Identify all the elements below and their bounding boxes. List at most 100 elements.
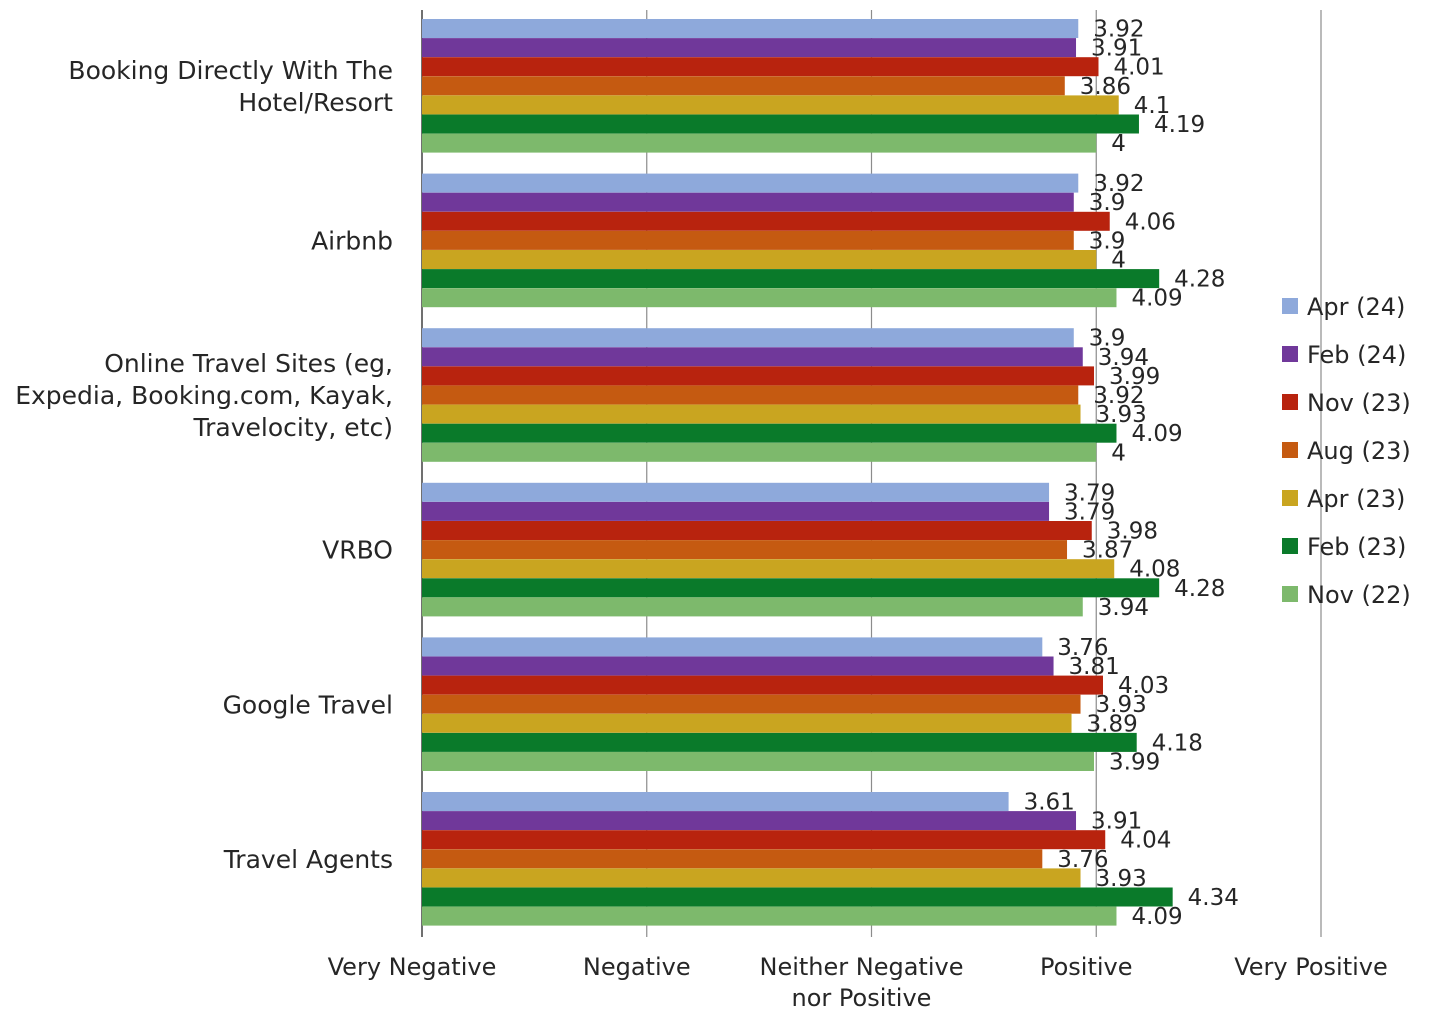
data-label: 4.28 xyxy=(1174,576,1225,602)
bar xyxy=(422,269,1160,289)
data-label: 3.76 xyxy=(1057,635,1108,661)
data-label: 4 xyxy=(1111,131,1126,157)
data-label: 4.03 xyxy=(1118,673,1169,699)
bars xyxy=(422,19,1173,926)
data-label: 3.92 xyxy=(1093,17,1144,43)
data-labels: 3.923.914.013.864.14.1943.923.94.063.944… xyxy=(1024,17,1239,931)
data-label: 4.34 xyxy=(1188,885,1239,911)
data-label: 4.28 xyxy=(1174,267,1225,293)
data-label: 3.91 xyxy=(1091,809,1142,835)
bar xyxy=(422,385,1079,405)
legend-swatch xyxy=(1282,490,1298,506)
bar xyxy=(422,906,1117,926)
bar xyxy=(422,849,1043,869)
bar xyxy=(422,230,1074,250)
category-label: Booking Directly With The Hotel/Resort xyxy=(68,56,393,117)
bar xyxy=(422,540,1068,560)
bar xyxy=(422,597,1083,617)
bar xyxy=(422,288,1117,308)
bar xyxy=(422,792,1009,811)
data-label: 3.93 xyxy=(1096,692,1147,718)
bar xyxy=(422,95,1119,115)
data-label: 3.9 xyxy=(1089,190,1126,216)
legend-label: Apr (24) xyxy=(1307,293,1405,321)
category-label: Travel Agents xyxy=(223,845,393,874)
x-tick-labels: Very Negative Negative Neither Negative nor… xyxy=(328,953,1388,1012)
bar xyxy=(422,578,1160,598)
legend-swatch xyxy=(1282,538,1298,554)
data-label: 3.87 xyxy=(1082,538,1133,564)
x-tick-label: Very Positive xyxy=(1234,953,1388,981)
bar xyxy=(422,57,1099,77)
data-label: 3.86 xyxy=(1080,74,1131,100)
data-label: 4.1 xyxy=(1134,93,1171,119)
bar xyxy=(422,637,1043,657)
category-label: Google Travel xyxy=(223,690,393,719)
data-label: 3.91 xyxy=(1091,36,1142,62)
bar xyxy=(422,501,1050,521)
data-label: 3.98 xyxy=(1107,519,1158,545)
data-label: 3.79 xyxy=(1064,480,1115,506)
legend-swatch xyxy=(1282,586,1298,602)
category-label: Airbnb xyxy=(311,226,393,255)
bar xyxy=(422,442,1097,462)
data-label: 3.89 xyxy=(1087,711,1138,737)
data-label: 3.93 xyxy=(1096,866,1147,892)
bar xyxy=(422,830,1106,850)
data-label: 3.94 xyxy=(1098,595,1149,621)
x-tick-label: Positive xyxy=(1040,953,1133,981)
x-tick-label: Negative xyxy=(583,953,691,981)
bar xyxy=(422,192,1074,212)
legend-swatch xyxy=(1282,346,1298,362)
data-label: 4.08 xyxy=(1129,557,1180,583)
data-label: 4.09 xyxy=(1131,904,1182,930)
category-labels: Booking Directly With The Hotel/Resort Air… xyxy=(15,56,393,874)
gridlines xyxy=(421,10,1322,937)
bar xyxy=(422,811,1077,831)
bar xyxy=(422,347,1083,367)
bar xyxy=(422,404,1081,424)
bar xyxy=(422,133,1097,153)
data-label: 3.92 xyxy=(1093,171,1144,197)
bar xyxy=(422,675,1103,695)
data-label: 3.99 xyxy=(1109,750,1160,776)
data-label: 3.92 xyxy=(1093,383,1144,409)
data-label: 4.09 xyxy=(1131,286,1182,312)
bar xyxy=(422,38,1077,58)
legend-label: Feb (23) xyxy=(1307,533,1406,561)
data-label: 4.09 xyxy=(1131,421,1182,447)
bar xyxy=(422,752,1095,771)
data-label: 4.04 xyxy=(1120,828,1171,854)
data-label: 3.9 xyxy=(1089,228,1126,254)
data-label: 3.94 xyxy=(1098,345,1149,371)
data-label: 3.76 xyxy=(1057,847,1108,873)
bar xyxy=(422,250,1097,269)
data-label: 4.19 xyxy=(1154,112,1205,138)
bar xyxy=(422,656,1054,676)
bar xyxy=(422,732,1137,752)
bar xyxy=(422,173,1079,193)
category-label: VRBO xyxy=(322,536,393,565)
legend-label: Nov (22) xyxy=(1307,581,1411,609)
bar xyxy=(422,521,1092,540)
legend-label: Nov (23) xyxy=(1307,389,1411,417)
data-label: 4 xyxy=(1111,248,1126,274)
category-label: Online Travel Sites (eg, Expedia, Booking… xyxy=(15,349,393,442)
legend-swatch xyxy=(1282,394,1298,410)
data-label: 3.93 xyxy=(1096,402,1147,428)
bar xyxy=(422,211,1110,231)
bar xyxy=(422,482,1050,502)
bar xyxy=(422,328,1074,348)
data-label: 3.81 xyxy=(1069,654,1120,680)
bar xyxy=(422,423,1117,443)
legend-label: Feb (24) xyxy=(1307,341,1406,369)
bar xyxy=(422,76,1065,96)
data-label: 4.06 xyxy=(1125,209,1176,235)
data-label: 4.01 xyxy=(1113,55,1164,81)
bar xyxy=(422,366,1095,386)
legend: Apr (24) Feb (24) Nov (23) Aug (23) Apr (23)… xyxy=(1282,293,1411,609)
data-label: 3.9 xyxy=(1089,326,1126,352)
legend-swatch xyxy=(1282,298,1298,314)
